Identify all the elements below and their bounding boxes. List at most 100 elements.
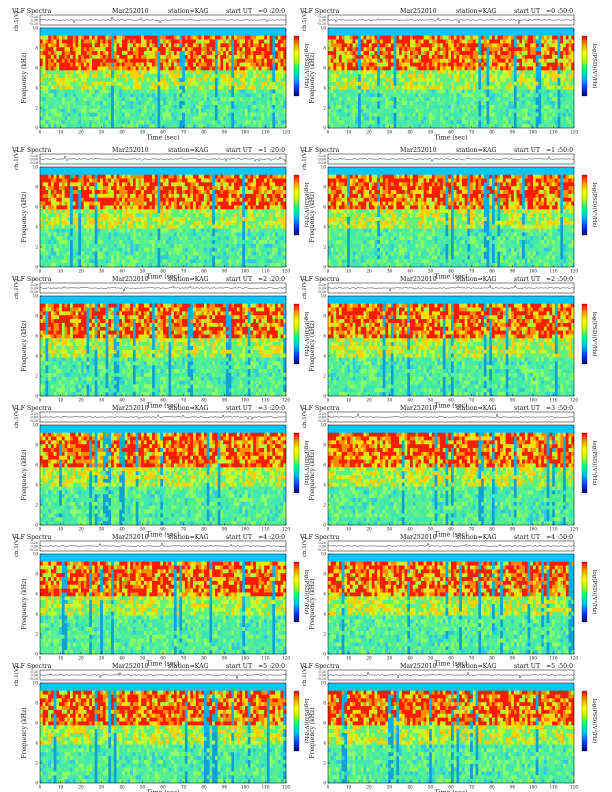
spectrogram-cell xyxy=(369,81,372,86)
spectrogram-cell xyxy=(214,124,218,129)
spectrogram-cell xyxy=(83,89,87,94)
spectrogram-cell xyxy=(113,39,117,44)
spectrogram-cell xyxy=(190,78,194,83)
spectrogram-cell xyxy=(434,51,438,56)
spectrogram-cell xyxy=(492,58,495,63)
spectrogram-cell xyxy=(146,120,150,125)
spectrogram-cell xyxy=(516,35,520,40)
spectrogram-cell xyxy=(45,54,49,59)
spectrogram-cell xyxy=(541,74,545,79)
spectrogram-cell xyxy=(500,81,504,86)
spectrogram-cell xyxy=(258,101,262,106)
spectrogram-cell xyxy=(272,35,276,40)
spectrogram-cell xyxy=(127,58,131,63)
spectrogram-cell xyxy=(360,70,364,75)
spectrogram-cell xyxy=(89,35,93,40)
spectrogram-cell xyxy=(40,120,43,125)
spectrogram-cell xyxy=(546,39,550,44)
spectrogram-cell xyxy=(113,35,117,40)
spectrogram-cell xyxy=(231,167,235,172)
spectrogram-panel: VLF Spectra Mar252010 station=KAG start UT =… xyxy=(11,147,310,281)
spectrogram-cell xyxy=(277,124,281,129)
spectrogram-cell xyxy=(113,78,117,83)
spectrogram-cell xyxy=(481,66,484,71)
spectrogram-cell xyxy=(280,101,284,106)
spectrogram-cell xyxy=(500,58,504,63)
panel-station: station=KAG xyxy=(456,8,497,15)
spectrogram-cell xyxy=(94,170,98,175)
spectrogram-cell xyxy=(83,43,87,48)
spectrogram-cell xyxy=(360,31,364,36)
spectrogram-cell xyxy=(541,28,545,33)
spectrogram-cell xyxy=(489,70,493,75)
spectrogram-cell xyxy=(132,97,136,102)
spectrogram-cell xyxy=(571,74,575,79)
spectrogram-cell xyxy=(369,47,372,52)
spectrogram-cell xyxy=(160,101,164,106)
spectrogram-cell xyxy=(464,62,468,67)
spectrogram-cell xyxy=(165,101,169,106)
spectrogram-cell xyxy=(440,54,443,59)
spectrogram-cell xyxy=(440,74,443,79)
spectrogram-cell xyxy=(132,35,136,40)
spectrogram-cell xyxy=(132,31,136,36)
spectrogram-cell xyxy=(64,47,68,52)
spectrogram-cell xyxy=(48,93,52,98)
spectrogram-cell xyxy=(377,120,381,125)
spectrogram-cell xyxy=(236,97,240,102)
spectrogram-cell xyxy=(173,116,177,121)
spectrogram-cell xyxy=(363,62,367,67)
spectrogram-cell xyxy=(228,112,232,117)
spectrogram-cell xyxy=(269,66,273,71)
spectrogram-cell xyxy=(379,112,383,117)
spectrogram-cell xyxy=(277,58,281,63)
spectrogram-cell xyxy=(89,54,93,59)
spectrogram-cell xyxy=(225,167,229,172)
spectrogram-cell xyxy=(272,62,276,67)
spectrogram-cell xyxy=(451,58,454,63)
spectrogram-cell xyxy=(245,51,248,56)
spectrogram-cell xyxy=(53,104,57,109)
spectrogram-cell xyxy=(91,124,95,129)
spectrogram-cell xyxy=(524,43,528,48)
spectrogram-cell xyxy=(410,112,413,117)
spectrogram-cell xyxy=(489,35,493,40)
spectrogram-cell xyxy=(527,85,531,90)
spectrogram-cell xyxy=(442,101,446,106)
spectrogram-cell xyxy=(89,66,93,71)
spectrogram-cell xyxy=(138,116,142,121)
spectrogram-cell xyxy=(108,81,112,86)
spectrogram-cell xyxy=(571,85,575,90)
spectrogram-cell xyxy=(91,47,95,52)
spectrogram-cell xyxy=(451,124,454,129)
spectrogram-cell xyxy=(184,170,188,175)
spectrogram-cell xyxy=(453,74,457,79)
spectrogram-cell xyxy=(149,70,153,75)
spectrogram-cell xyxy=(470,54,474,59)
spectrogram-cell xyxy=(494,70,498,75)
spectrogram-cell xyxy=(149,108,153,113)
spectrogram-cell xyxy=(440,89,443,94)
spectrogram-cell xyxy=(163,167,166,172)
spectrogram-cell xyxy=(173,47,177,52)
spectrogram-cell xyxy=(535,93,539,98)
spectrogram-cell xyxy=(352,35,356,40)
spectrogram-cell xyxy=(404,35,408,40)
spectrogram-cell xyxy=(420,81,424,86)
spectrogram-cell xyxy=(355,43,359,48)
spectrogram-cell xyxy=(467,66,471,71)
spectrogram-cell xyxy=(396,101,400,106)
spectrogram-cell xyxy=(258,116,262,121)
spectrogram-cell xyxy=(277,39,281,44)
spectrogram-cell xyxy=(42,120,46,125)
spectrogram-cell xyxy=(91,101,95,106)
spectrogram-cell xyxy=(50,35,54,40)
spectrogram-cell xyxy=(453,51,457,56)
spectrogram-cell xyxy=(171,31,175,36)
spectrogram-cell xyxy=(179,39,183,44)
spectrogram-cell xyxy=(209,70,213,75)
spectrogram-cell xyxy=(481,85,484,90)
spectrogram-cell xyxy=(393,51,397,56)
spectrogram-cell xyxy=(187,85,191,90)
spectrogram-cell xyxy=(122,70,125,75)
